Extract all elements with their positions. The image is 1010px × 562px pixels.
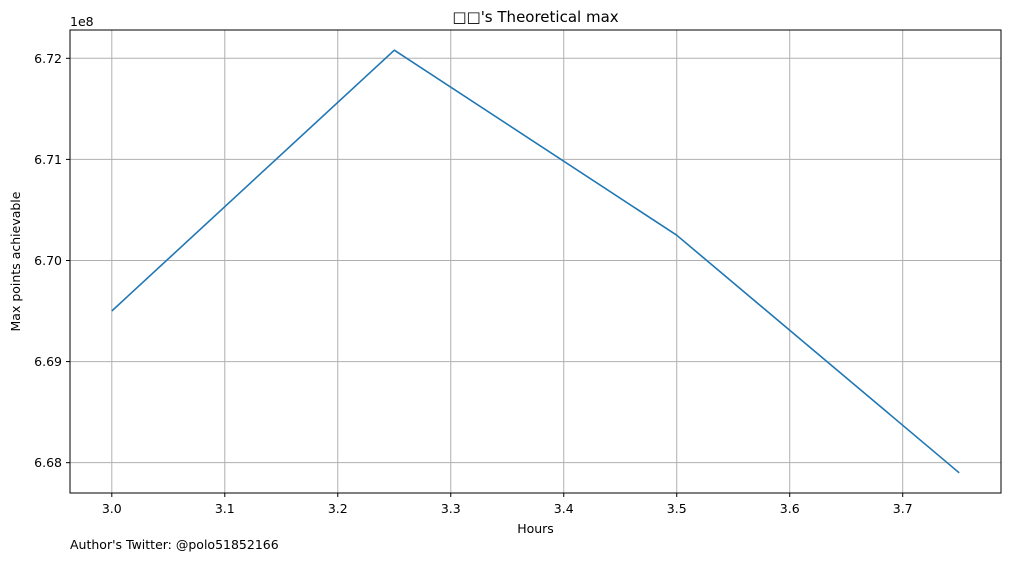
- series-line: [111, 49, 960, 474]
- x-axis-label: Hours: [517, 521, 554, 536]
- grid: [70, 30, 1001, 493]
- y-tick-label: 6.72: [34, 51, 62, 66]
- x-tick-label: 3.3: [441, 501, 461, 516]
- chart-title: □□'s Theoretical max: [452, 8, 618, 26]
- plot-frame: [69, 29, 1002, 494]
- y-tick-label: 6.71: [34, 152, 62, 167]
- x-tick-label: 3.0: [102, 501, 122, 516]
- y-axis-label: Max points achievable: [8, 191, 23, 331]
- y-tick-label: 6.68: [34, 455, 62, 470]
- y-tick-label: 6.70: [34, 253, 62, 268]
- x-tick-label: 3.5: [667, 501, 687, 516]
- x-tick-label: 3.7: [893, 501, 913, 516]
- x-tick-label: 3.2: [328, 501, 348, 516]
- x-tick-label: 3.1: [215, 501, 235, 516]
- author-credit: Author's Twitter: @polo51852166: [70, 537, 279, 552]
- x-tick-label: 3.6: [780, 501, 800, 516]
- x-tick-label: 3.4: [554, 501, 574, 516]
- y-offset-label: 1e8: [70, 14, 94, 29]
- series-layer: [111, 49, 960, 474]
- y-tick-label: 6.69: [34, 354, 62, 369]
- ticks: 3.0 3.1 3.2 3.3 3.4 3.5 3.6 3.7 6.68 6.69 6.70 6.71…: [34, 51, 912, 516]
